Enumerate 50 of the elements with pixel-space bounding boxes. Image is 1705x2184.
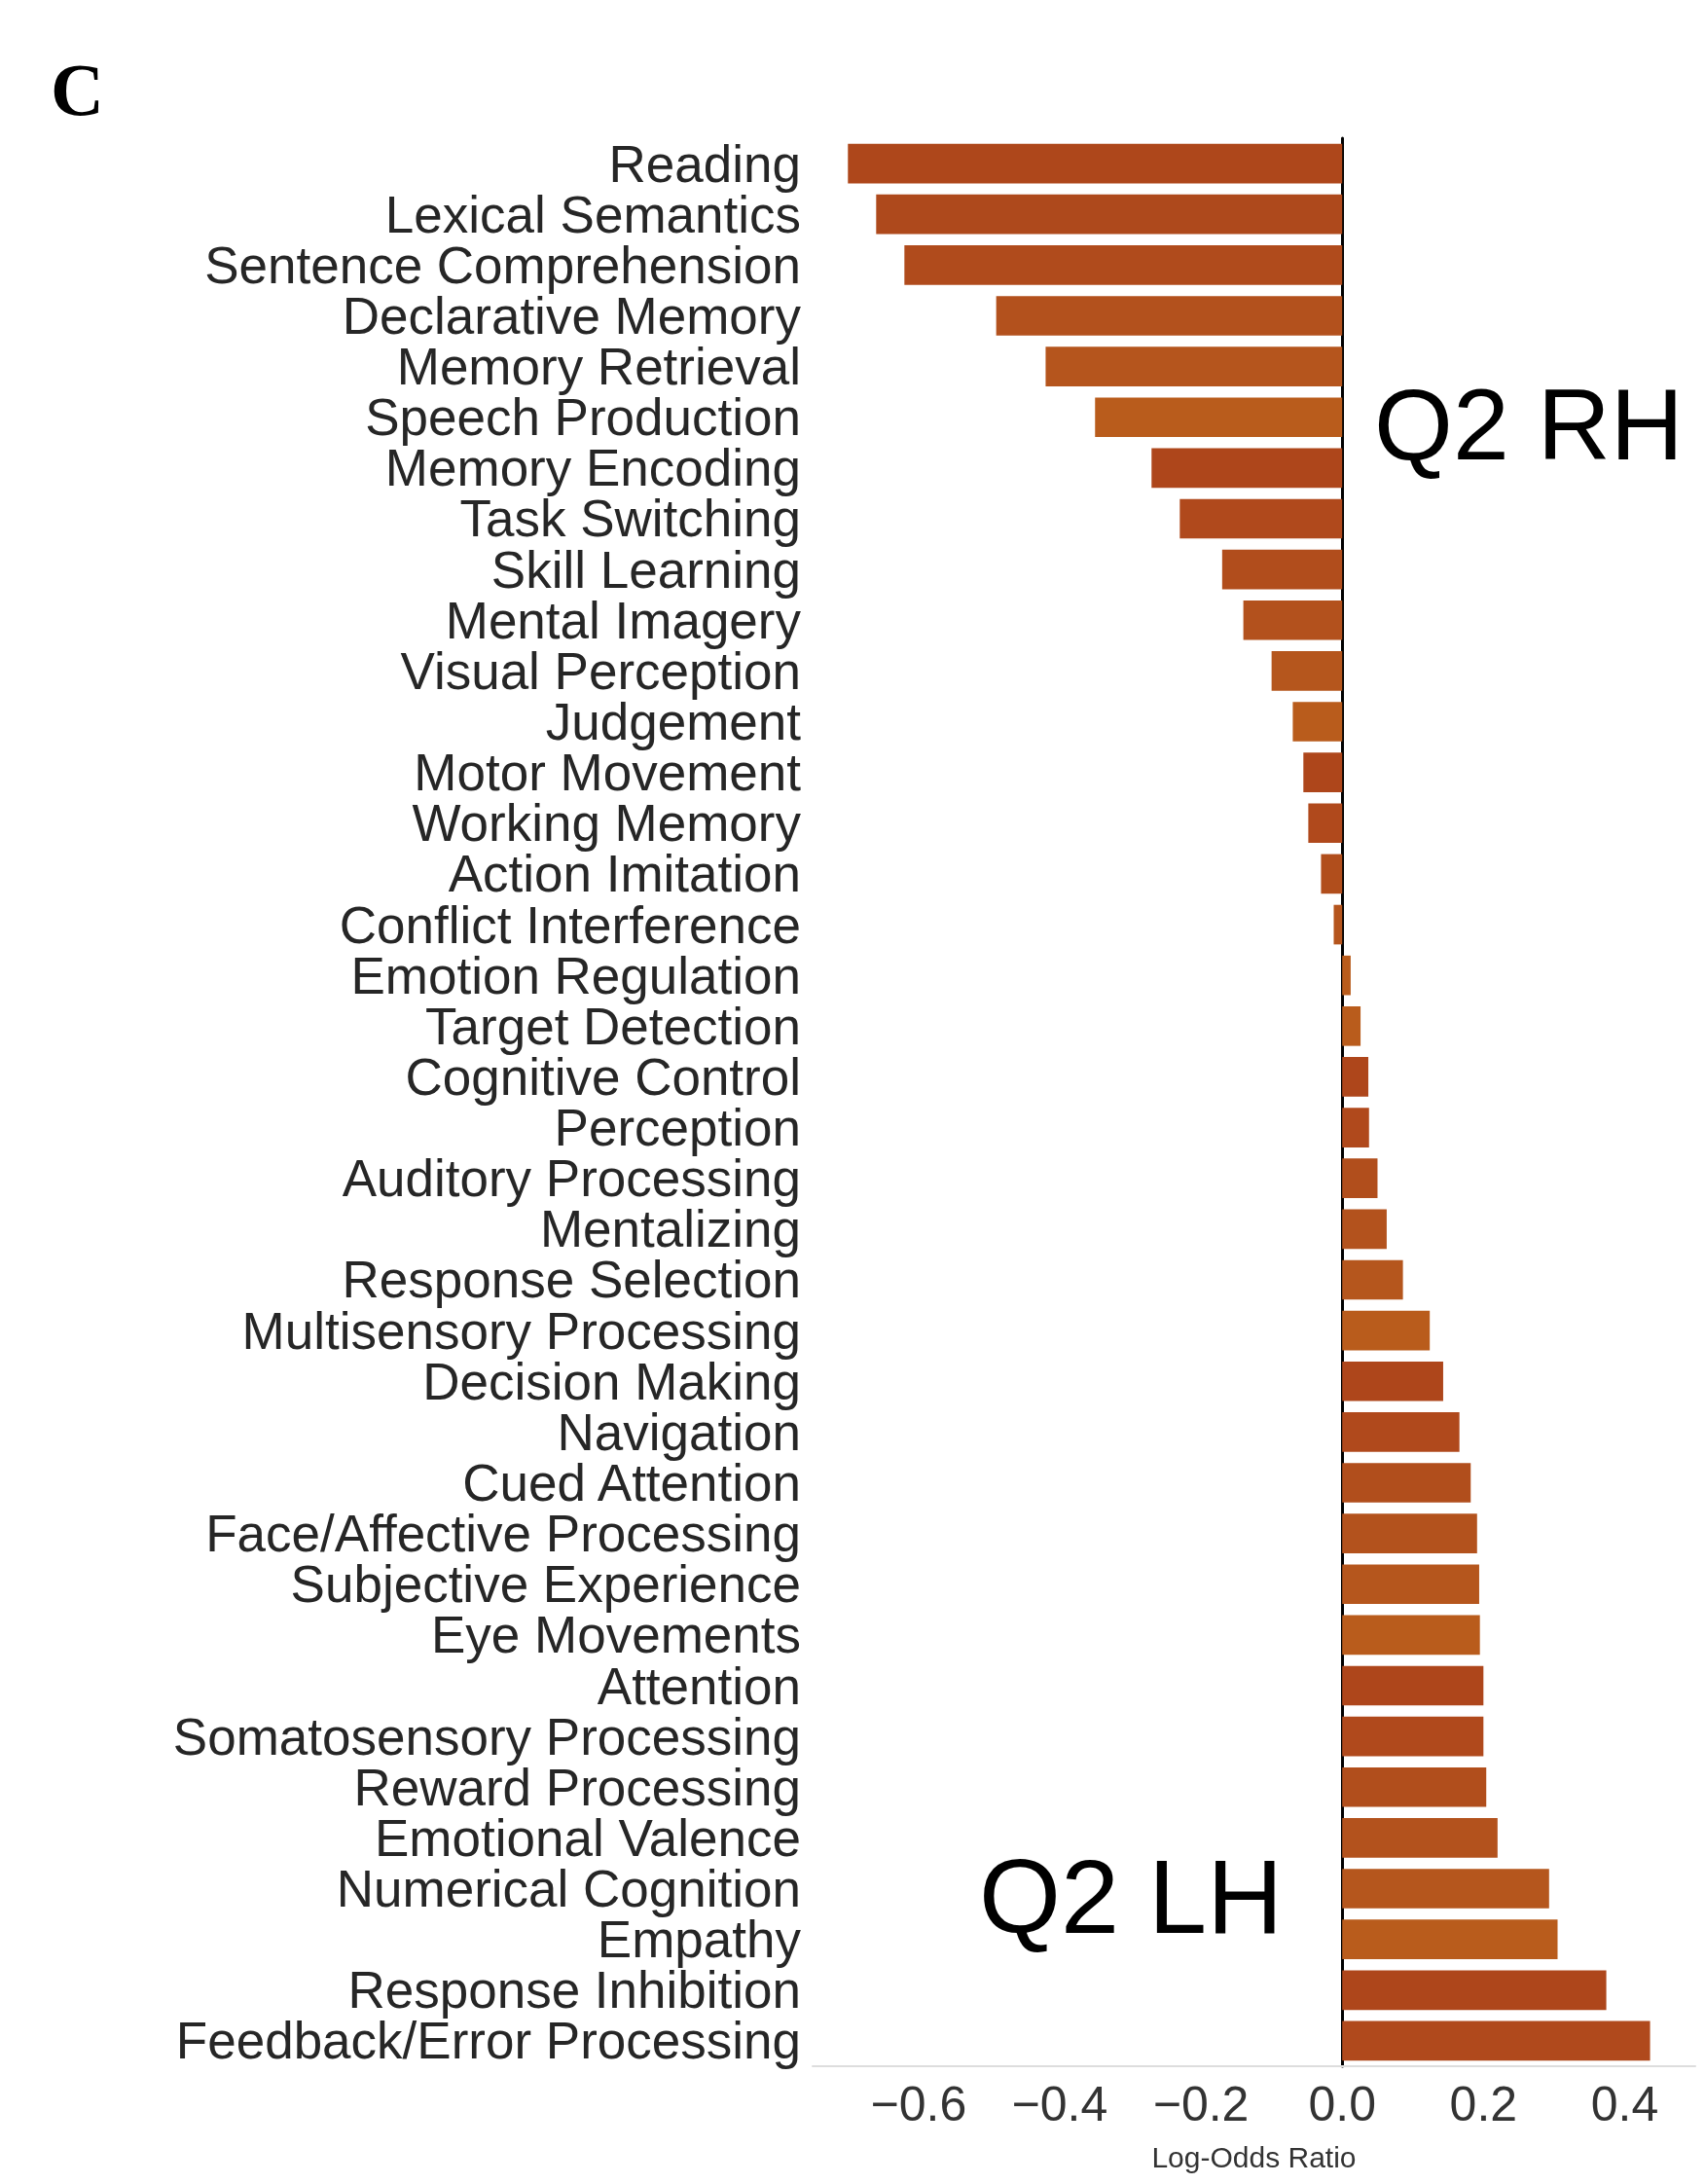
bar <box>1342 1716 1484 1757</box>
x-axis-title: Log-Odds Ratio <box>1151 2140 1357 2173</box>
bar <box>1342 1665 1484 1706</box>
bar <box>1342 1970 1607 2011</box>
x-tick-label: −0.6 <box>870 2077 967 2131</box>
bar <box>1321 854 1343 894</box>
bar <box>1342 1412 1460 1452</box>
text: C <box>51 49 104 130</box>
x-tick-label: −0.2 <box>1152 2077 1250 2131</box>
y-tick-label: Attention <box>597 1656 801 1715</box>
bar <box>1342 1361 1443 1401</box>
bar <box>1221 549 1343 590</box>
annotation: Q2 RH <box>1374 368 1684 481</box>
bar <box>1342 955 1351 996</box>
bar <box>1342 1158 1378 1199</box>
bar <box>1342 1818 1498 1858</box>
bar <box>1271 651 1343 691</box>
bar <box>1243 600 1343 640</box>
bar <box>1342 2020 1651 2061</box>
bar <box>1342 1259 1403 1300</box>
x-tick-label: 0.4 <box>1590 2077 1659 2131</box>
bar <box>1342 1005 1361 1046</box>
bar <box>1342 1513 1477 1553</box>
bar <box>1342 1766 1487 1807</box>
bar <box>1292 702 1343 742</box>
annotation: Q2 LH <box>979 1837 1284 1955</box>
bar <box>848 143 1343 184</box>
x-tick-label: 0.2 <box>1449 2077 1518 2131</box>
y-tick-label: Conflict Interference <box>339 895 801 954</box>
bar <box>996 296 1343 336</box>
bar <box>1342 1209 1387 1250</box>
bar <box>904 245 1343 285</box>
bar <box>1179 498 1343 539</box>
bar <box>1303 752 1343 792</box>
bar <box>1342 1919 1558 1959</box>
bar <box>876 194 1343 235</box>
bar <box>1342 1310 1431 1351</box>
bar <box>1342 1463 1471 1503</box>
bar <box>1342 1108 1369 1147</box>
bar <box>1045 346 1343 386</box>
bar <box>1342 1615 1480 1656</box>
x-tick-label: 0.0 <box>1308 2077 1376 2131</box>
bar <box>1333 904 1343 945</box>
bar <box>1342 1057 1369 1097</box>
x-tick-label: −0.4 <box>1011 2077 1108 2131</box>
bar <box>1342 1869 1549 1909</box>
bar <box>1151 448 1343 489</box>
bar <box>1308 803 1343 844</box>
bar <box>1342 1564 1479 1605</box>
bar <box>1095 397 1343 438</box>
